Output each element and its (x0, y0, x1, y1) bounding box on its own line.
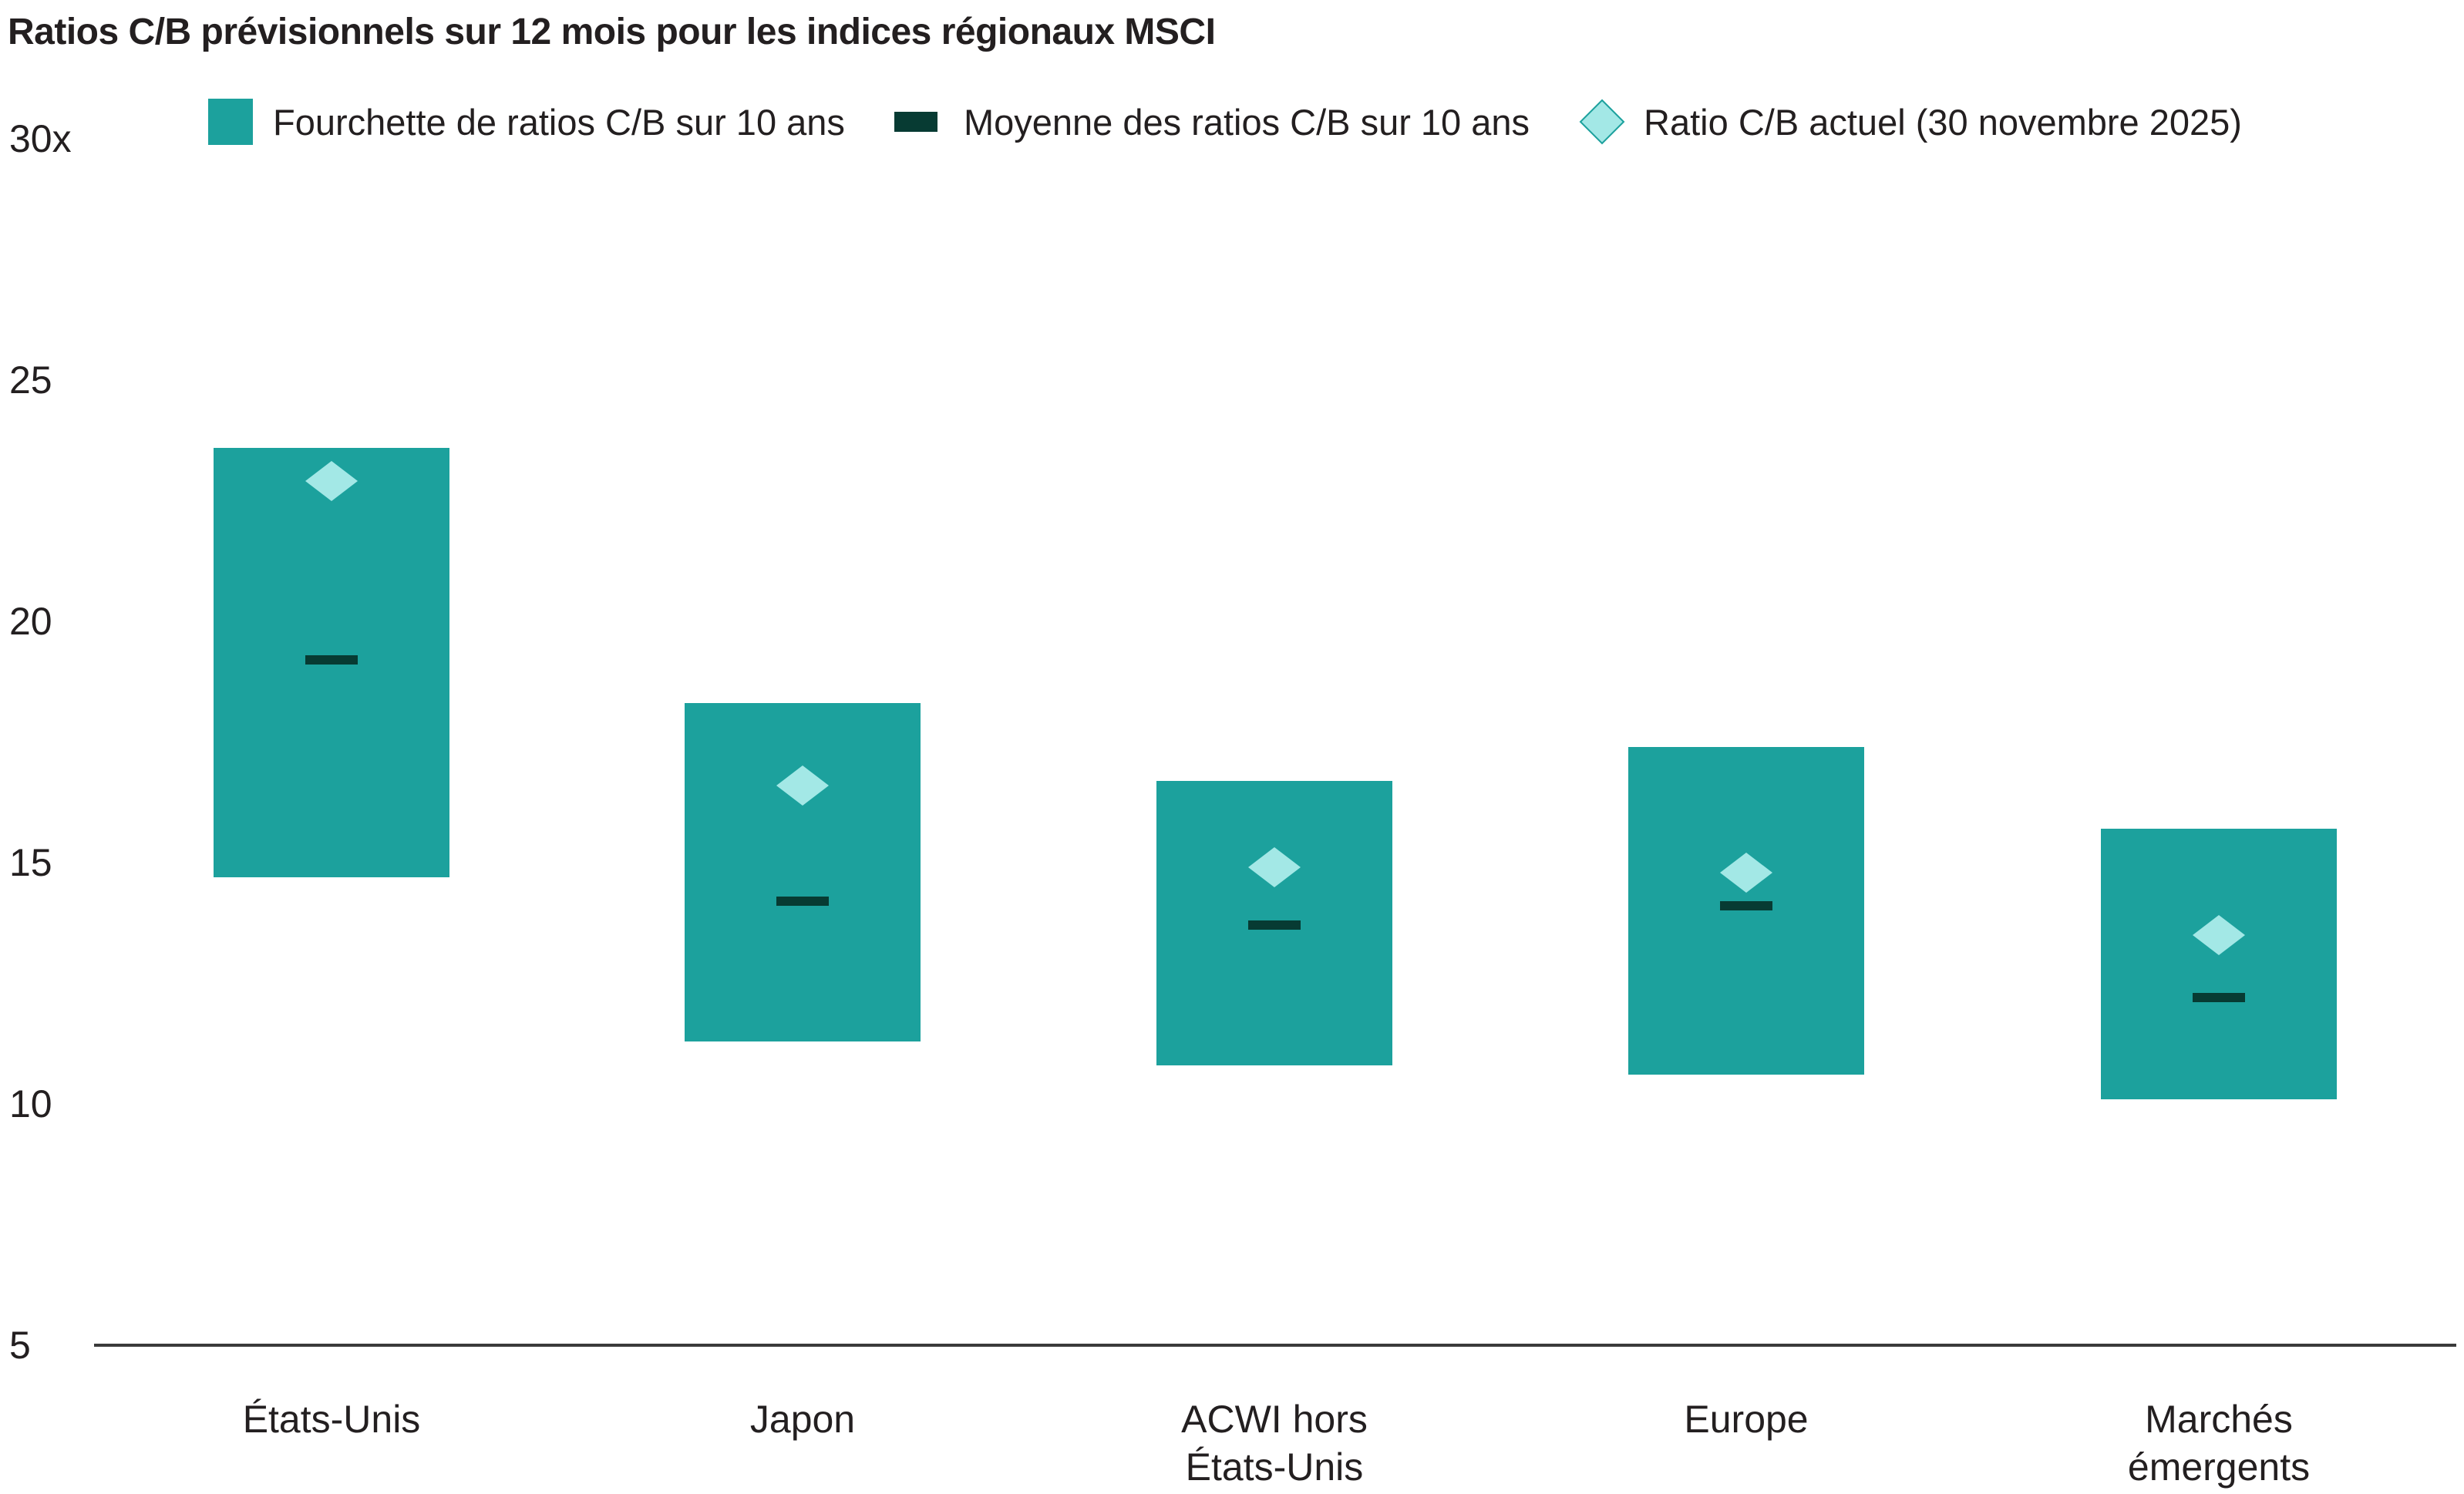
legend-current-label: Ratio C/B actuel (30 novembre 2025) (1644, 101, 2242, 143)
diamond-icon (1579, 99, 1625, 145)
current-ratio-diamond-icon (776, 765, 829, 806)
mean-marker (1248, 920, 1301, 930)
legend-range-label: Fourchette de ratios C/B sur 10 ans (273, 101, 845, 143)
x-axis-label: Marchés émergents (2127, 1398, 2311, 1489)
x-axis-line (94, 1344, 2456, 1347)
mean-swatch-icon (894, 112, 937, 132)
x-axis-label: ACWI hors États-Unis (1181, 1398, 1368, 1489)
range-bar (1628, 746, 1864, 1075)
y-tick-label: 30x (9, 117, 72, 160)
legend-item-mean: Moyenne des ratios C/B sur 10 ans (894, 101, 1530, 143)
legend-item-current: Ratio C/B actuel (30 novembre 2025) (1579, 99, 2242, 145)
x-axis-label: Europe (1684, 1398, 1809, 1441)
current-ratio-diamond-icon (1248, 847, 1301, 888)
current-ratio-diamond-icon (1720, 852, 1772, 893)
range-swatch-icon (208, 99, 253, 145)
x-axis-label: Japon (749, 1398, 856, 1441)
legend-item-range: Fourchette de ratios C/B sur 10 ans (208, 99, 845, 145)
current-ratio-diamond-icon (2193, 914, 2245, 955)
legend-mean-label: Moyenne des ratios C/B sur 10 ans (963, 101, 1530, 143)
x-axis-label: États-Unis (242, 1398, 421, 1441)
range-bar (2101, 829, 2337, 1099)
mean-marker (305, 655, 358, 665)
y-tick-label: 20 (9, 600, 52, 643)
chart-title: Ratios C/B prévisionnels sur 12 mois pou… (8, 12, 1216, 52)
mean-marker (1720, 901, 1772, 911)
y-tick-label: 25 (9, 358, 52, 402)
y-tick-label: 5 (9, 1324, 31, 1367)
legend: Fourchette de ratios C/B sur 10 ans Moye… (208, 99, 2291, 145)
current-ratio-diamond-icon (305, 461, 358, 502)
mean-marker (2193, 993, 2245, 1003)
mean-marker (776, 897, 829, 907)
range-bar (685, 703, 921, 1041)
y-tick-label: 15 (9, 841, 52, 884)
y-tick-label: 10 (9, 1082, 52, 1126)
